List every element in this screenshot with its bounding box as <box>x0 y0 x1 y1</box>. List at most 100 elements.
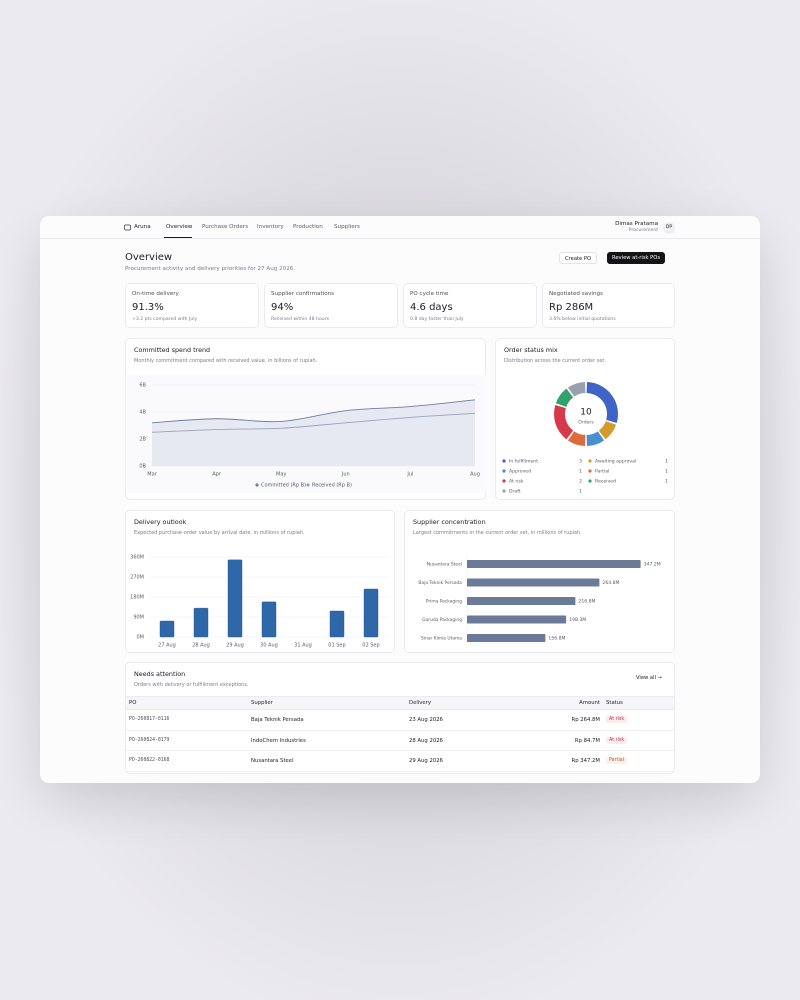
legend-label: Received (Rp B) <box>312 483 352 489</box>
kpi-card: On-time delivery 91.3% +3.2 pts compared w… <box>125 283 259 328</box>
chart-title: Supplier concentration <box>413 518 486 526</box>
donut-segment <box>586 382 618 423</box>
chart-card: Order status mix Distribution across the… <box>495 338 675 500</box>
nav-tab[interactable]: Overview <box>166 224 193 230</box>
y-tick-label: Nusantara Steel <box>427 562 462 568</box>
nav-tab[interactable]: Purchase Orders <box>202 224 248 230</box>
kpi-card: Supplier confirmations 94% Received within… <box>264 283 398 328</box>
attention-card: Needs attention Orders with delivery or … <box>125 662 675 774</box>
donut-segment <box>554 405 574 440</box>
y-tick-label: Sinar Kimia Utama <box>421 636 462 642</box>
legend-label: Approved <box>509 469 531 475</box>
bar <box>467 615 567 624</box>
x-tick-label: 29 Aug <box>226 643 244 649</box>
table: PO Supplier Delivery Amount Status PO-260817-… <box>126 696 674 773</box>
hbar-chart: Nusantara Steel 347.2M Baja Teknik Persada… <box>418 554 661 645</box>
kpi-label: PO cycle time <box>410 291 449 297</box>
legend-swatch <box>588 479 592 483</box>
x-tick-label: Aug <box>470 472 480 478</box>
column-header: Delivery <box>409 700 431 706</box>
x-tick-label: Mar <box>147 472 157 478</box>
brand-icon <box>124 224 131 231</box>
supplier: IndoChem Industries <box>251 737 306 744</box>
link-label: View all <box>635 675 656 681</box>
legend-swatch <box>502 479 506 483</box>
x-tick-label: Apr <box>212 472 222 478</box>
x-tick-label: Jun <box>341 472 350 478</box>
chart-card: Supplier concentration Largest commitmen… <box>404 510 675 653</box>
column-header: PO <box>129 700 137 706</box>
kpi-value: 91.3% <box>132 302 164 313</box>
delivery-date: 29 Aug 2026 <box>409 758 443 764</box>
column-header: Amount <box>579 700 600 706</box>
amount: Rp 264.8M <box>571 717 600 723</box>
avatar[interactable]: DP <box>663 222 675 234</box>
y-tick-label: Baja Teknik Persada <box>418 580 462 586</box>
donut-total-label: Orders <box>578 420 594 426</box>
legend-count: 1 <box>579 489 582 495</box>
kpi-note: Received within 48 hours <box>271 317 329 322</box>
kpi-label: Negotiated savings <box>549 291 603 297</box>
value-label: 216.8M <box>578 599 595 605</box>
bar <box>329 610 345 638</box>
value-label: 264.8M <box>602 580 619 586</box>
active-tab-indicator <box>164 237 192 239</box>
user-role: Procurement <box>628 228 658 233</box>
create-po-button[interactable]: Create PO <box>559 252 598 264</box>
x-tick-label: 02 Sep <box>362 643 379 649</box>
table-row <box>126 751 674 772</box>
legend-label: Committed (Rp B) <box>261 483 306 489</box>
kpi-note: 3.6% below initial quotations <box>549 317 616 322</box>
nav-tab[interactable]: Inventory <box>257 224 284 230</box>
kpi-card: Negotiated savings Rp 286M 3.6% below init… <box>542 283 675 328</box>
status-badge: At risk <box>606 736 628 744</box>
table-subtitle: Orders with delivery or fulfillment exce… <box>134 682 249 688</box>
line-chart: 0B 2B 4B 6B Mar Apr May Jun Jul Aug Committed (Rp … <box>127 375 486 493</box>
donut-segment <box>555 388 574 407</box>
status-badge: At risk <box>606 716 628 723</box>
legend-swatch <box>502 459 506 463</box>
legend-label: In fulfillment <box>509 459 538 465</box>
legend-swatch <box>306 483 310 487</box>
area <box>152 399 475 466</box>
bar <box>467 597 576 605</box>
legend-swatch <box>502 469 506 473</box>
x-tick-label: Jul <box>406 472 413 478</box>
bar <box>363 588 379 638</box>
nav-tab[interactable]: Production <box>293 224 323 230</box>
y-tick-label: 4B <box>139 410 146 416</box>
nav-tab[interactable]: Suppliers <box>334 224 360 230</box>
y-tick-label: 6B <box>139 383 146 389</box>
top-nav: Aruna Overview Purchase Orders Inventory… <box>40 216 760 239</box>
supplier: Nusantara Steel <box>251 758 294 764</box>
line <box>151 412 476 433</box>
brand[interactable]: Aruna <box>134 224 151 230</box>
x-tick-label: 31 Aug <box>294 643 312 649</box>
x-tick-label: 28 Aug <box>192 643 210 649</box>
legend-label: Awaiting approval <box>595 459 636 465</box>
bar <box>261 601 277 638</box>
kpi-value: Rp 286M <box>549 302 594 313</box>
y-tick-label: 0M <box>137 635 145 641</box>
donut-total: 10 <box>580 408 592 418</box>
legend-label: Draft <box>509 489 521 495</box>
legend-count: 1 <box>665 469 668 475</box>
value-label: 156.8M <box>548 636 565 642</box>
legend-swatch <box>588 459 592 463</box>
user-name: Dimas Pratama <box>615 221 658 227</box>
bar <box>467 578 600 587</box>
bar <box>227 559 243 638</box>
y-tick-label: 2B <box>139 437 146 443</box>
donut-chart: In fulfillment 3 Awaiting approval 1 Approve… <box>502 382 668 495</box>
app-window: Aruna Overview Purchase Orders Inventory… <box>40 216 760 783</box>
line <box>151 399 476 424</box>
amount: Rp 84.7M <box>574 737 600 744</box>
donut-segment <box>567 382 586 397</box>
view-all-link[interactable]: View all → <box>635 675 662 681</box>
page-title: Overview <box>125 252 173 263</box>
legend-count: 2 <box>579 479 582 485</box>
delivery-date: 23 Aug 2026 <box>409 717 443 723</box>
delivery-date: 28 Aug 2026 <box>409 737 443 744</box>
kpi-value: 94% <box>271 302 294 313</box>
review-button[interactable]: Review at-risk POs <box>607 252 666 264</box>
